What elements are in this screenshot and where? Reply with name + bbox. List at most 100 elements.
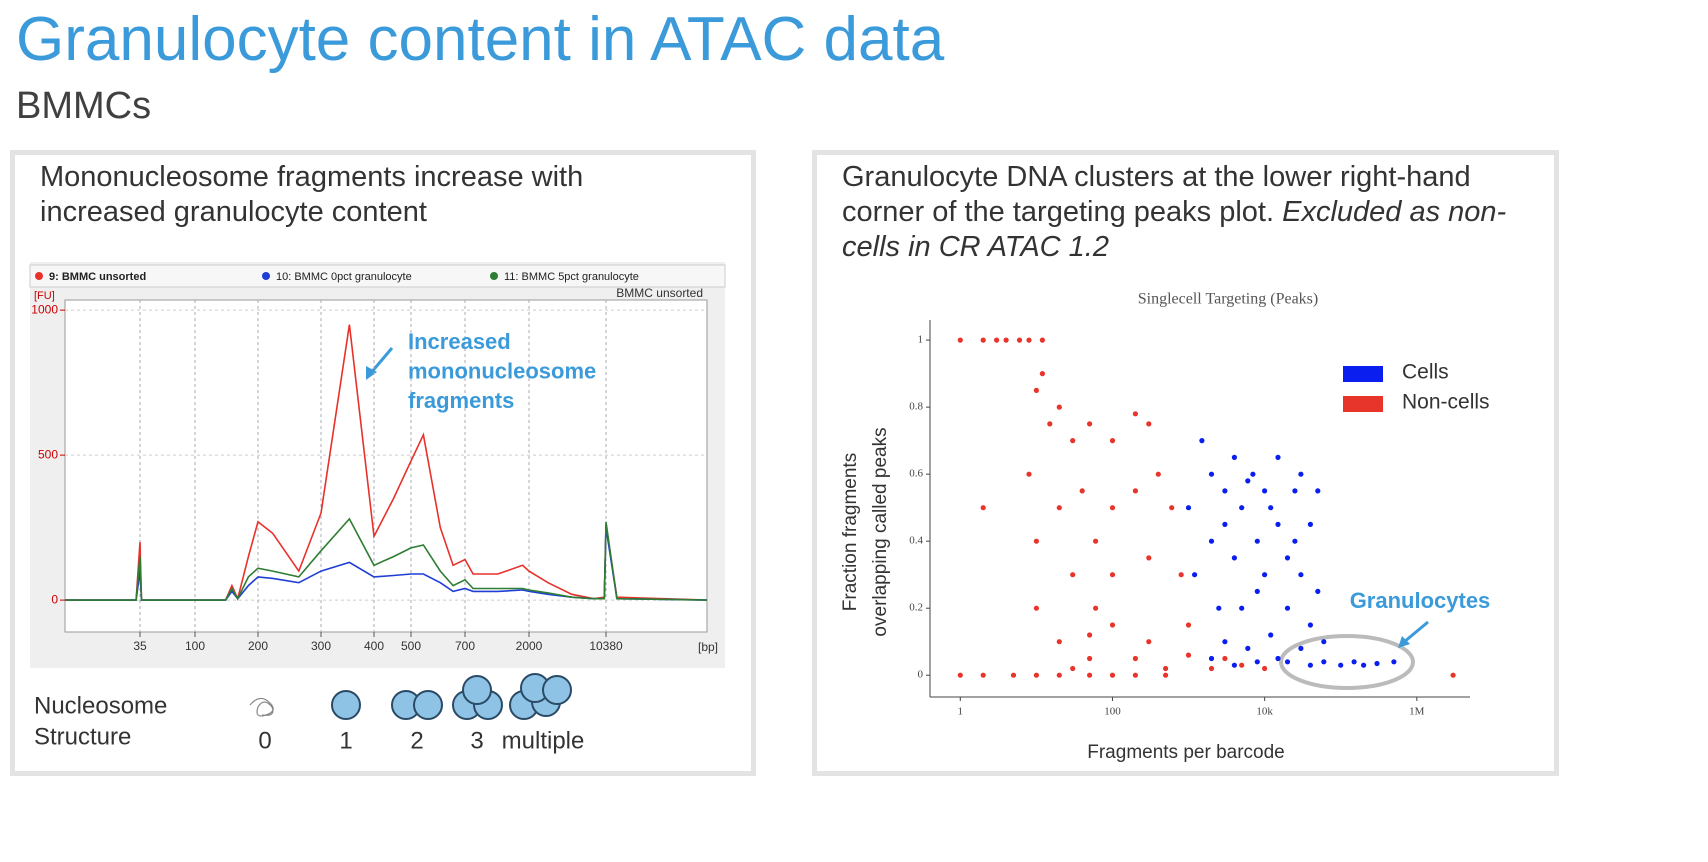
point — [1275, 521, 1281, 528]
point — [1146, 555, 1152, 561]
legend-label: 9: BMMC unsorted — [49, 271, 146, 283]
point — [1199, 438, 1205, 444]
heading-text: Granulocyte DNA clusters at the lower ri… — [842, 161, 1471, 228]
point — [980, 672, 986, 678]
point — [1239, 505, 1245, 511]
point — [1231, 555, 1237, 561]
point — [1275, 655, 1281, 662]
point — [957, 672, 963, 678]
x-tick-label: 500 — [401, 639, 421, 653]
nucleosome-count: 0 — [258, 727, 271, 754]
point — [1351, 659, 1357, 665]
point — [1026, 471, 1032, 477]
point — [1338, 662, 1344, 668]
point — [1146, 421, 1152, 427]
point — [1450, 672, 1456, 678]
point — [980, 337, 986, 343]
point — [957, 337, 963, 343]
highlight-ellipse — [1279, 634, 1415, 690]
point — [1056, 404, 1062, 410]
point — [1070, 572, 1076, 578]
x-tick-label: 2000 — [516, 639, 543, 653]
point — [1292, 538, 1298, 544]
point — [1039, 371, 1045, 377]
y-axis-label: [FU] — [34, 290, 55, 302]
point — [1250, 471, 1256, 477]
y-tick-label: 0.4 — [909, 535, 923, 547]
point — [1245, 478, 1251, 484]
x-tick-label: 1 — [958, 706, 964, 718]
panel-heading: Granulocyte DNA clusters at the lower ri… — [842, 160, 1542, 265]
point — [1222, 639, 1228, 645]
point — [1262, 572, 1268, 578]
legend-label: 10: BMMC 0pct granulocyte — [276, 271, 412, 283]
heading-emphasis: Excluded as non-cells in CR ATAC 1.2 — [842, 196, 1507, 263]
point — [1132, 672, 1138, 678]
point — [1268, 632, 1274, 638]
legend-label: Non-cells — [1402, 391, 1490, 414]
point — [1192, 572, 1198, 578]
x-axis-label: [bp] — [698, 640, 718, 654]
point — [1093, 538, 1099, 544]
point — [1231, 454, 1237, 460]
nucleosome-count: 1 — [339, 727, 352, 754]
legend-bar — [29, 264, 726, 288]
x-tick-label: 100 — [1104, 706, 1121, 718]
slide-subtitle: BMMCs — [16, 85, 152, 127]
point — [1033, 538, 1039, 544]
plot-area — [64, 299, 708, 633]
point — [1016, 337, 1023, 343]
nucleosome-count: multiple — [502, 727, 585, 754]
x-tick-label: 700 — [455, 639, 475, 653]
x-tick-label: 300 — [311, 639, 331, 653]
point — [1039, 337, 1045, 343]
y-tick-label: 0.8 — [909, 401, 923, 413]
legend-marker — [490, 272, 498, 280]
y-tick-label: 1 — [918, 334, 924, 346]
point — [1307, 622, 1313, 628]
point — [1026, 337, 1032, 343]
nucleosome-count: 3 — [470, 727, 483, 754]
point — [1321, 659, 1327, 665]
point — [1307, 662, 1313, 668]
right-panel — [812, 150, 1559, 776]
point — [1216, 605, 1222, 611]
point — [1239, 605, 1245, 611]
y-tick-label: 500 — [38, 447, 58, 461]
point — [1391, 659, 1397, 665]
point — [1292, 488, 1298, 494]
point — [1033, 672, 1039, 678]
point — [1132, 488, 1138, 494]
point — [1298, 471, 1304, 477]
point — [994, 337, 1000, 343]
legend-marker — [262, 272, 270, 280]
point — [1146, 639, 1152, 645]
panel-heading: Mononucleosome fragments increase with i… — [40, 161, 584, 228]
point — [1109, 672, 1116, 678]
point — [1169, 505, 1175, 511]
y-tick-label: 0.6 — [909, 468, 923, 480]
point — [1003, 337, 1009, 343]
y-axis-label: overlapping called peaks — [870, 427, 891, 636]
point — [1079, 488, 1085, 494]
point — [1231, 662, 1237, 668]
point — [1070, 665, 1076, 672]
point — [1163, 672, 1169, 678]
point — [1208, 471, 1215, 477]
chart-note: BMMC unsorted — [616, 286, 703, 300]
point — [1208, 665, 1215, 672]
point — [1307, 521, 1313, 528]
arrow-head — [366, 366, 377, 380]
point — [1109, 505, 1116, 511]
y-tick-label: 1000 — [31, 302, 58, 316]
point — [1109, 572, 1116, 578]
point — [1109, 622, 1116, 628]
point — [1132, 411, 1138, 417]
y-tick-label: 0.2 — [909, 602, 923, 614]
y-axis-label: Fraction fragments — [840, 453, 861, 611]
point — [1070, 438, 1076, 444]
point — [1185, 505, 1192, 511]
x-axis-label: Fragments per barcode — [1087, 742, 1285, 763]
annotation: Increased — [408, 329, 511, 354]
